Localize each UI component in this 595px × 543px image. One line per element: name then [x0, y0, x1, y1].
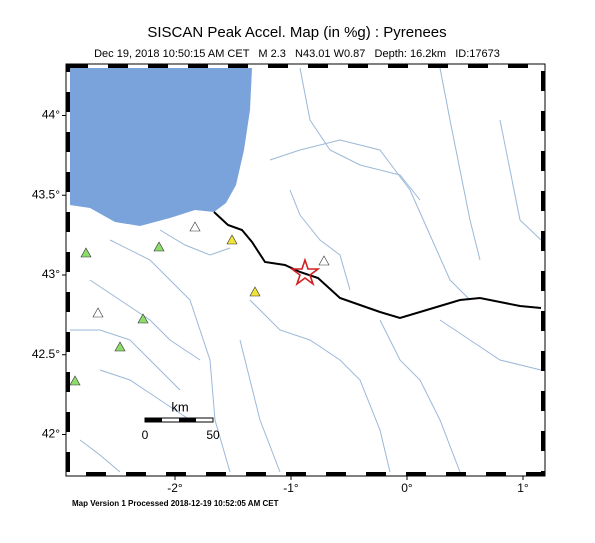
lat-label: 42.5° [32, 347, 60, 361]
border [213, 211, 542, 320]
lat-label: 43.5° [32, 187, 60, 201]
scale-unit: km [171, 399, 188, 414]
frame-outline [65, 63, 546, 477]
subtitle: Dec 19, 2018 10:50:15 AM CET M 2.3 N43.0… [94, 48, 500, 60]
lon-label: -2° [167, 481, 183, 495]
frame [66, 64, 545, 476]
lon-label: -1° [283, 481, 299, 495]
lat-label: 44° [42, 108, 60, 122]
footer: Map Version 1 Processed 2018-12-19 10:52… [72, 499, 279, 508]
map-area: km 0 50 [65, 63, 546, 477]
scale-label: 50 [206, 428, 220, 442]
scale-bar: km 0 50 [142, 399, 220, 442]
lon-label: 1° [517, 481, 529, 495]
stations [69, 221, 330, 386]
lon-label: 0° [401, 481, 413, 495]
scale-label: 0 [142, 428, 149, 442]
lat-label: 42° [42, 427, 60, 441]
title: SISCAN Peak Accel. Map (in %g) : Pyrenee… [147, 24, 446, 41]
epicenter [289, 257, 321, 287]
lat-label: 43° [42, 267, 60, 281]
rivers [70, 67, 542, 473]
ocean [70, 68, 252, 226]
